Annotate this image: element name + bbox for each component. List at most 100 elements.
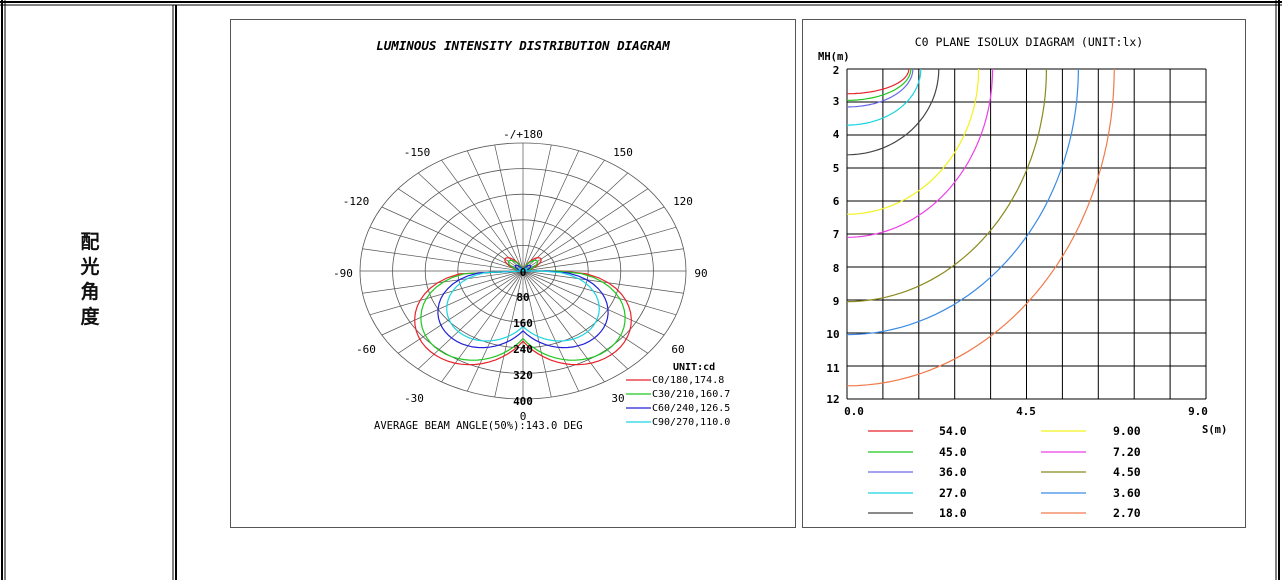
row-label-char: 角 bbox=[80, 281, 100, 303]
y-tick: 5 bbox=[833, 162, 840, 175]
angle-label: -120 bbox=[343, 195, 370, 208]
isolux-curve bbox=[846, 68, 1115, 387]
x-tick: 9.0 bbox=[1188, 405, 1208, 418]
grid-spoke bbox=[522, 270, 552, 398]
grid-spoke bbox=[522, 172, 629, 272]
grid-spoke bbox=[362, 248, 524, 272]
grid-spoke bbox=[522, 270, 665, 336]
grid-spoke bbox=[441, 159, 524, 272]
legend-value: 3.60 bbox=[1113, 486, 1141, 500]
legend-label: C0/180,174.8 bbox=[652, 375, 724, 386]
isolux-grid bbox=[846, 68, 1207, 400]
y-tick: 4 bbox=[833, 128, 840, 141]
polar-diagram-panel: LUMINOUS INTENSITY DISTRIBUTION DIAGRAM … bbox=[230, 19, 796, 528]
radial-label: 240 bbox=[513, 343, 533, 356]
grid-spoke bbox=[417, 172, 524, 272]
grid-spoke bbox=[494, 144, 524, 272]
isolux-legend: 54.0 45.0 36.0 27.0 18.0 9.00 7.20 4.50 … bbox=[868, 424, 1141, 520]
grid-spoke bbox=[466, 150, 524, 272]
y-tick: 6 bbox=[833, 195, 840, 208]
legend-value: 36.0 bbox=[939, 465, 967, 479]
isolux-curve bbox=[847, 69, 914, 108]
grid-spoke bbox=[522, 270, 677, 316]
angle-label: 60 bbox=[671, 343, 684, 356]
legend-label: C90/270,110.0 bbox=[652, 417, 730, 428]
y-tick: 9 bbox=[833, 295, 840, 308]
radial-label: 320 bbox=[513, 369, 533, 382]
grid-spoke bbox=[522, 150, 580, 272]
grid-spoke bbox=[381, 270, 524, 336]
unit-label: UNIT:cd bbox=[673, 362, 715, 373]
grid-spoke bbox=[397, 188, 524, 272]
legend-label: C30/210,160.7 bbox=[652, 389, 730, 400]
angle-label: 90 bbox=[694, 267, 707, 280]
row-label-char: 光 bbox=[80, 256, 100, 278]
radial-label: 0 bbox=[520, 266, 527, 279]
radial-label: 160 bbox=[513, 317, 533, 330]
grid-spoke bbox=[381, 206, 524, 272]
x-tick: 0.0 bbox=[844, 405, 864, 418]
grid-spoke bbox=[369, 270, 524, 316]
angle-label: 0 bbox=[520, 410, 527, 423]
radial-label: 400 bbox=[513, 395, 533, 408]
isolux-curve bbox=[846, 68, 980, 215]
angle-label: 150 bbox=[613, 146, 633, 159]
grid-spoke bbox=[522, 206, 665, 272]
polar-grid bbox=[359, 142, 687, 400]
row-label-char: 度 bbox=[80, 306, 100, 328]
legend-value: 7.20 bbox=[1113, 445, 1141, 459]
legend-value: 9.00 bbox=[1113, 424, 1141, 438]
polar-curve bbox=[446, 267, 600, 342]
isolux-curve bbox=[846, 68, 1079, 336]
x-tick: 4.5 bbox=[1016, 405, 1036, 418]
grid-spoke bbox=[522, 188, 649, 272]
isolux-curves bbox=[846, 68, 1115, 387]
legend-label: C60/240,126.5 bbox=[652, 403, 730, 414]
legend-value: 45.0 bbox=[939, 445, 967, 459]
polar-curves bbox=[414, 257, 632, 366]
legend-value: 2.70 bbox=[1113, 506, 1141, 520]
row-label: 配 光 角 度 bbox=[70, 230, 110, 330]
x-axis-label: S(m) bbox=[1202, 424, 1227, 436]
y-tick: 12 bbox=[826, 393, 839, 406]
y-ticks: 2 3 4 5 6 7 8 9 10 11 12 bbox=[826, 64, 840, 406]
angle-label: 30 bbox=[611, 392, 624, 405]
isolux-curve bbox=[846, 69, 940, 156]
grid-spoke bbox=[369, 226, 524, 272]
angle-label: -/+180 bbox=[503, 128, 543, 141]
grid-spoke bbox=[522, 248, 684, 272]
row-label-char: 配 bbox=[80, 231, 100, 253]
grid-spoke bbox=[417, 270, 524, 370]
grid-spoke bbox=[522, 144, 552, 272]
grid-spoke bbox=[522, 270, 580, 392]
grid-spoke bbox=[466, 270, 524, 392]
polar-title: LUMINOUS INTENSITY DISTRIBUTION DIAGRAM bbox=[376, 38, 670, 53]
angle-label: -150 bbox=[404, 146, 431, 159]
legend-value: 54.0 bbox=[939, 424, 967, 438]
polar-legend: C0/180,174.8 C30/210,160.7 C60/240,126.5… bbox=[626, 375, 730, 428]
y-tick: 3 bbox=[833, 95, 840, 108]
isolux-curve bbox=[846, 69, 910, 95]
angle-label: -30 bbox=[404, 392, 424, 405]
isolux-curve bbox=[846, 68, 1047, 303]
beam-angle-text: AVERAGE BEAM ANGLE(50%):143.0 DEG bbox=[374, 420, 583, 432]
angle-label: -60 bbox=[356, 343, 376, 356]
grid-spoke bbox=[522, 226, 677, 272]
isolux-title: C0 PLANE ISOLUX DIAGRAM (UNIT:lx) bbox=[915, 35, 1143, 49]
angle-label: -90 bbox=[333, 267, 353, 280]
y-axis-label: MH(m) bbox=[818, 51, 850, 63]
y-tick: 8 bbox=[833, 262, 840, 275]
angle-label: 120 bbox=[673, 195, 693, 208]
grid-spoke bbox=[522, 270, 629, 370]
legend-value: 4.50 bbox=[1113, 465, 1141, 479]
isolux-diagram: C0 PLANE ISOLUX DIAGRAM (UNIT:lx) MH(m) … bbox=[818, 35, 1227, 520]
y-tick: 2 bbox=[833, 64, 840, 77]
radial-label: 80 bbox=[516, 291, 529, 304]
polar-diagram: LUMINOUS INTENSITY DISTRIBUTION DIAGRAM … bbox=[333, 38, 730, 432]
isolux-diagram-panel: C0 PLANE ISOLUX DIAGRAM (UNIT:lx) MH(m) … bbox=[802, 19, 1246, 528]
y-tick: 7 bbox=[833, 228, 840, 241]
grid-spoke bbox=[494, 270, 524, 398]
legend-value: 18.0 bbox=[939, 506, 967, 520]
y-tick: 10 bbox=[826, 328, 839, 341]
